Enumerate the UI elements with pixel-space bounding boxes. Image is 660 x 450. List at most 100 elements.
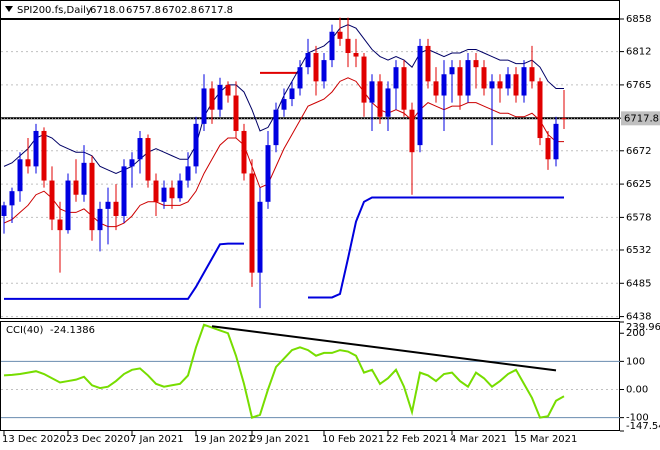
candle-body xyxy=(273,109,279,146)
price-label: 6717.8 xyxy=(624,113,659,124)
candle-body xyxy=(161,187,167,202)
candle-body xyxy=(561,118,567,120)
x-tick-label: 15 Mar 2021 xyxy=(514,434,577,445)
candle-body xyxy=(497,81,503,89)
menu-arrow xyxy=(5,6,13,12)
candle-body xyxy=(417,45,423,146)
candle-body xyxy=(57,219,63,231)
x-tick-label: 4 Mar 2021 xyxy=(450,434,507,445)
candle-body xyxy=(321,60,327,82)
candle-body xyxy=(337,31,343,39)
cci-line xyxy=(3,323,565,419)
candle-body xyxy=(153,180,159,202)
candle-body xyxy=(217,84,223,110)
candle-body xyxy=(121,166,127,216)
y-tick-label: 6858 xyxy=(626,14,651,25)
candle-body xyxy=(177,180,183,199)
x-tick-label: 29 Jan 2021 xyxy=(250,434,310,445)
x-tick-label: 7 Jan 2021 xyxy=(130,434,184,445)
ohlc-value: 6757.8 xyxy=(126,5,161,16)
y-tick-label: -147.546 xyxy=(626,421,660,432)
candle-body xyxy=(313,53,319,82)
candle-body xyxy=(545,138,551,160)
candle-body xyxy=(113,201,119,216)
candle-body xyxy=(81,162,87,195)
y-tick-label: 6812 xyxy=(626,47,651,58)
y-tick-label: 100 xyxy=(626,356,645,367)
candle-body xyxy=(441,74,447,96)
candle-body xyxy=(241,130,247,174)
candle-body xyxy=(289,88,295,100)
indicator-line xyxy=(3,77,564,228)
candle-body xyxy=(225,84,231,96)
ohlc-value: 6718.0 xyxy=(90,5,125,16)
candle-body xyxy=(369,81,375,103)
candle-body xyxy=(9,191,15,206)
candle-body xyxy=(129,159,135,167)
candle-body xyxy=(137,138,143,160)
candle-body xyxy=(41,130,47,181)
y-tick-label: 6485 xyxy=(626,278,651,289)
candle-body xyxy=(393,67,399,89)
x-tick-label: 13 Dec 2020 xyxy=(2,434,66,445)
candle-body xyxy=(401,67,407,110)
candle-body xyxy=(297,67,303,89)
y-tick-label: 6765 xyxy=(626,80,651,91)
candle-body xyxy=(537,81,543,139)
price-panel xyxy=(0,0,620,319)
y-tick-label: 200 xyxy=(626,328,645,339)
candle-body xyxy=(529,67,535,82)
candle-body xyxy=(465,60,471,96)
trend-line xyxy=(211,325,557,372)
candle-body xyxy=(73,180,79,195)
candle-body xyxy=(361,56,367,103)
candle-body xyxy=(105,201,111,209)
candle-body xyxy=(553,123,559,160)
candle-body xyxy=(89,162,95,231)
candle-body xyxy=(97,208,103,231)
candle-body xyxy=(305,53,311,68)
y-tick-label: 6438 xyxy=(626,312,651,323)
x-tick-label: 10 Feb 2021 xyxy=(322,434,384,445)
candle-body xyxy=(1,205,7,216)
candle-body xyxy=(457,67,463,96)
candle-body xyxy=(17,159,23,192)
candle-body xyxy=(265,145,271,202)
candle-body xyxy=(513,74,519,96)
x-tick-label: 23 Dec 2020 xyxy=(66,434,130,445)
candle-body xyxy=(521,67,527,96)
ohlc-value: 6717.8 xyxy=(198,5,233,16)
y-tick-label: 6672 xyxy=(626,146,651,157)
y-tick-label: 6532 xyxy=(626,245,651,256)
candle-body xyxy=(33,130,39,167)
candle-body xyxy=(433,81,439,96)
candle-body xyxy=(209,88,215,110)
candle-body xyxy=(377,81,383,117)
y-tick-label: -100 xyxy=(626,413,649,424)
x-tick-label: 22 Feb 2021 xyxy=(386,434,448,445)
candle-body xyxy=(385,88,391,117)
candle-body xyxy=(425,45,431,82)
candle-body xyxy=(345,38,351,54)
candle-body xyxy=(449,67,455,75)
candle-body xyxy=(409,109,415,153)
x-tick-label: 19 Jan 2021 xyxy=(194,434,254,445)
candle-body xyxy=(25,159,31,167)
candle-body xyxy=(169,187,175,199)
candle-body xyxy=(49,180,55,220)
candle-body xyxy=(201,88,207,124)
candle-body xyxy=(185,166,191,181)
y-tick-label: 6578 xyxy=(626,212,651,223)
indicator-line xyxy=(4,242,244,300)
y-tick-label: 6625 xyxy=(626,179,651,190)
candle-body xyxy=(193,123,199,167)
candle-body xyxy=(65,180,71,231)
candle-body xyxy=(353,53,359,57)
candle-body xyxy=(473,60,479,68)
candle-body xyxy=(257,201,263,273)
candle-body xyxy=(489,81,495,89)
candle-body xyxy=(481,67,487,89)
y-tick-label: 239.9682 xyxy=(626,322,660,333)
candle-body xyxy=(233,95,239,131)
